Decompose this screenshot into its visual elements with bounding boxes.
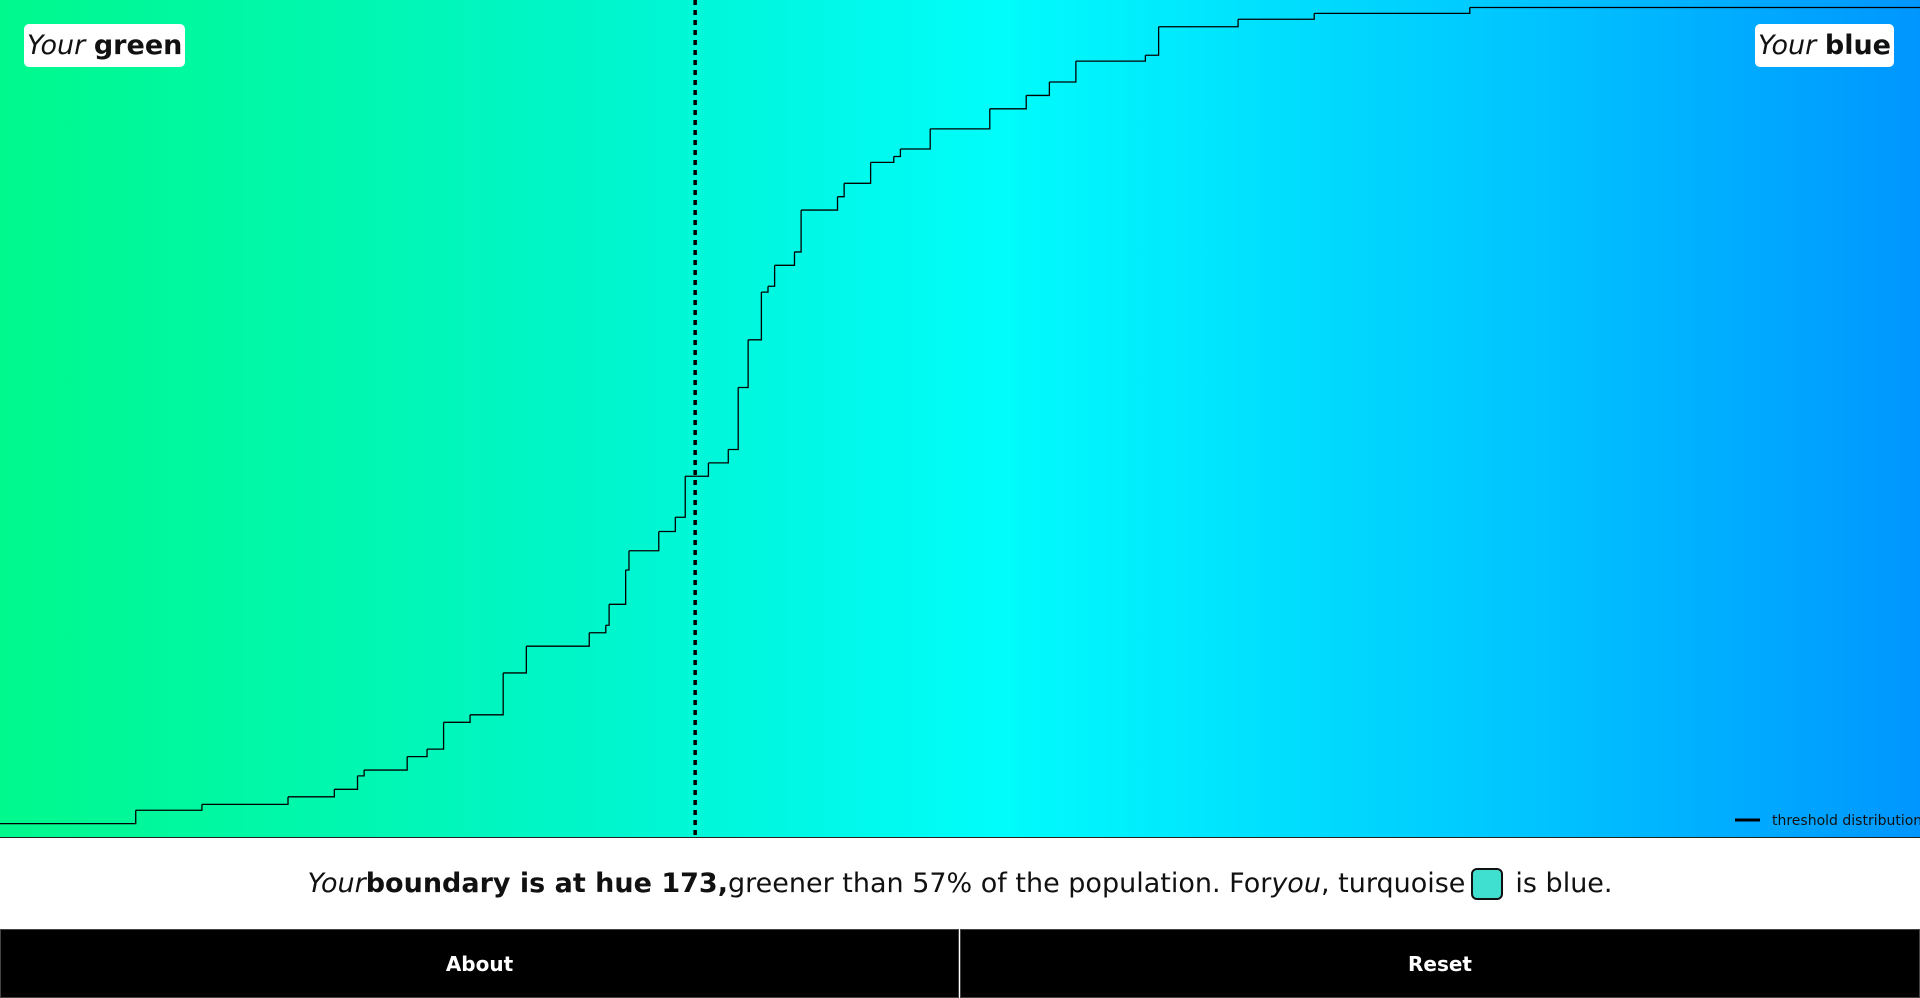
text: boundary is at hue 173, <box>366 868 728 899</box>
label-prefix: Your <box>1758 30 1817 61</box>
about-button[interactable]: About <box>0 929 959 998</box>
step <box>685 462 710 477</box>
step <box>844 162 872 184</box>
label-word: green <box>93 30 183 61</box>
step <box>288 789 335 798</box>
step <box>774 251 796 266</box>
step <box>748 292 763 341</box>
step <box>1075 55 1147 62</box>
step <box>609 569 627 605</box>
legend-label: threshold distribution <box>1772 813 1920 829</box>
text: is blue. <box>1515 868 1613 899</box>
step <box>1049 61 1077 83</box>
step <box>135 804 203 811</box>
step <box>794 210 802 253</box>
step <box>427 722 445 750</box>
step <box>589 625 607 634</box>
step <box>201 796 289 806</box>
text: you <box>1271 868 1321 899</box>
step <box>605 604 610 626</box>
step <box>900 128 931 150</box>
step <box>989 95 1027 110</box>
step <box>1026 82 1051 97</box>
step <box>357 770 365 777</box>
step <box>1145 26 1160 56</box>
blue-label: Your blue <box>1755 24 1894 67</box>
reset-button[interactable]: Reset <box>960 929 1920 998</box>
text: , <box>717 868 728 899</box>
step <box>837 183 845 198</box>
text: Your <box>307 868 366 899</box>
step <box>407 749 428 758</box>
step <box>0 810 137 825</box>
step <box>628 531 660 552</box>
step <box>1238 13 1315 20</box>
step <box>1158 19 1239 28</box>
step <box>893 148 902 158</box>
step <box>801 196 839 211</box>
step <box>503 646 527 674</box>
step <box>443 714 471 723</box>
result-sentence: Your boundary is at hue 173, greener tha… <box>0 838 1920 929</box>
step <box>334 775 359 790</box>
step <box>364 756 408 771</box>
step <box>1314 7 1471 15</box>
step <box>708 449 729 464</box>
label-word: blue <box>1824 30 1891 61</box>
step <box>870 156 895 164</box>
boundary-value: 173 <box>661 868 718 899</box>
green-label: Your green <box>24 24 186 67</box>
step <box>658 517 676 533</box>
step <box>738 339 749 389</box>
step <box>728 387 739 451</box>
step <box>768 265 776 287</box>
step <box>675 476 686 518</box>
text: greener than 57% of the population. For <box>727 868 1272 899</box>
step <box>470 672 504 716</box>
text: , turquoise <box>1320 868 1466 899</box>
text: boundary is at hue <box>365 868 652 899</box>
step <box>761 286 769 293</box>
color-swatch <box>1471 867 1504 900</box>
threshold-plot: threshold distribution Your green Your b… <box>0 0 1920 838</box>
step <box>930 108 991 130</box>
chart: threshold distribution <box>0 0 1920 837</box>
label-prefix: Your <box>27 30 86 61</box>
step <box>625 550 630 571</box>
step <box>526 632 590 647</box>
